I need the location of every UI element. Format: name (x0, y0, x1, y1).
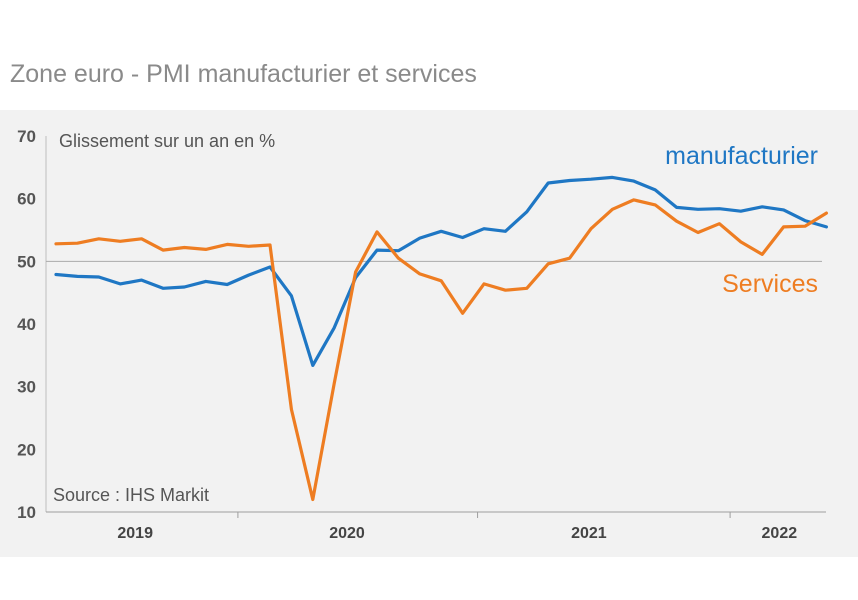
x-tick-label: 2022 (762, 525, 798, 542)
chart-subtitle: Glissement sur un an en % (59, 131, 275, 151)
y-tick-label: 10 (17, 503, 36, 522)
legend-manufacturier: manufacturier (665, 142, 818, 170)
x-tick-label: 2021 (571, 525, 607, 542)
y-tick-label: 20 (17, 440, 36, 459)
y-tick-label: 30 (17, 378, 36, 397)
x-tick-label: 2020 (329, 525, 365, 542)
source-note: Source : IHS Markit (53, 485, 209, 505)
y-tick-label: 60 (17, 190, 36, 209)
series-line-manufacturier (54, 175, 829, 367)
legend-services: Services (722, 270, 818, 298)
y-tick-label: 70 (17, 127, 36, 146)
x-tick-label: 2019 (117, 525, 153, 542)
chart-title: Zone euro - PMI manufacturier et service… (10, 60, 477, 88)
y-tick-label: 50 (17, 252, 36, 271)
series-line-services (54, 198, 829, 502)
y-tick-label: 40 (17, 315, 36, 334)
chart-panel (0, 110, 858, 557)
